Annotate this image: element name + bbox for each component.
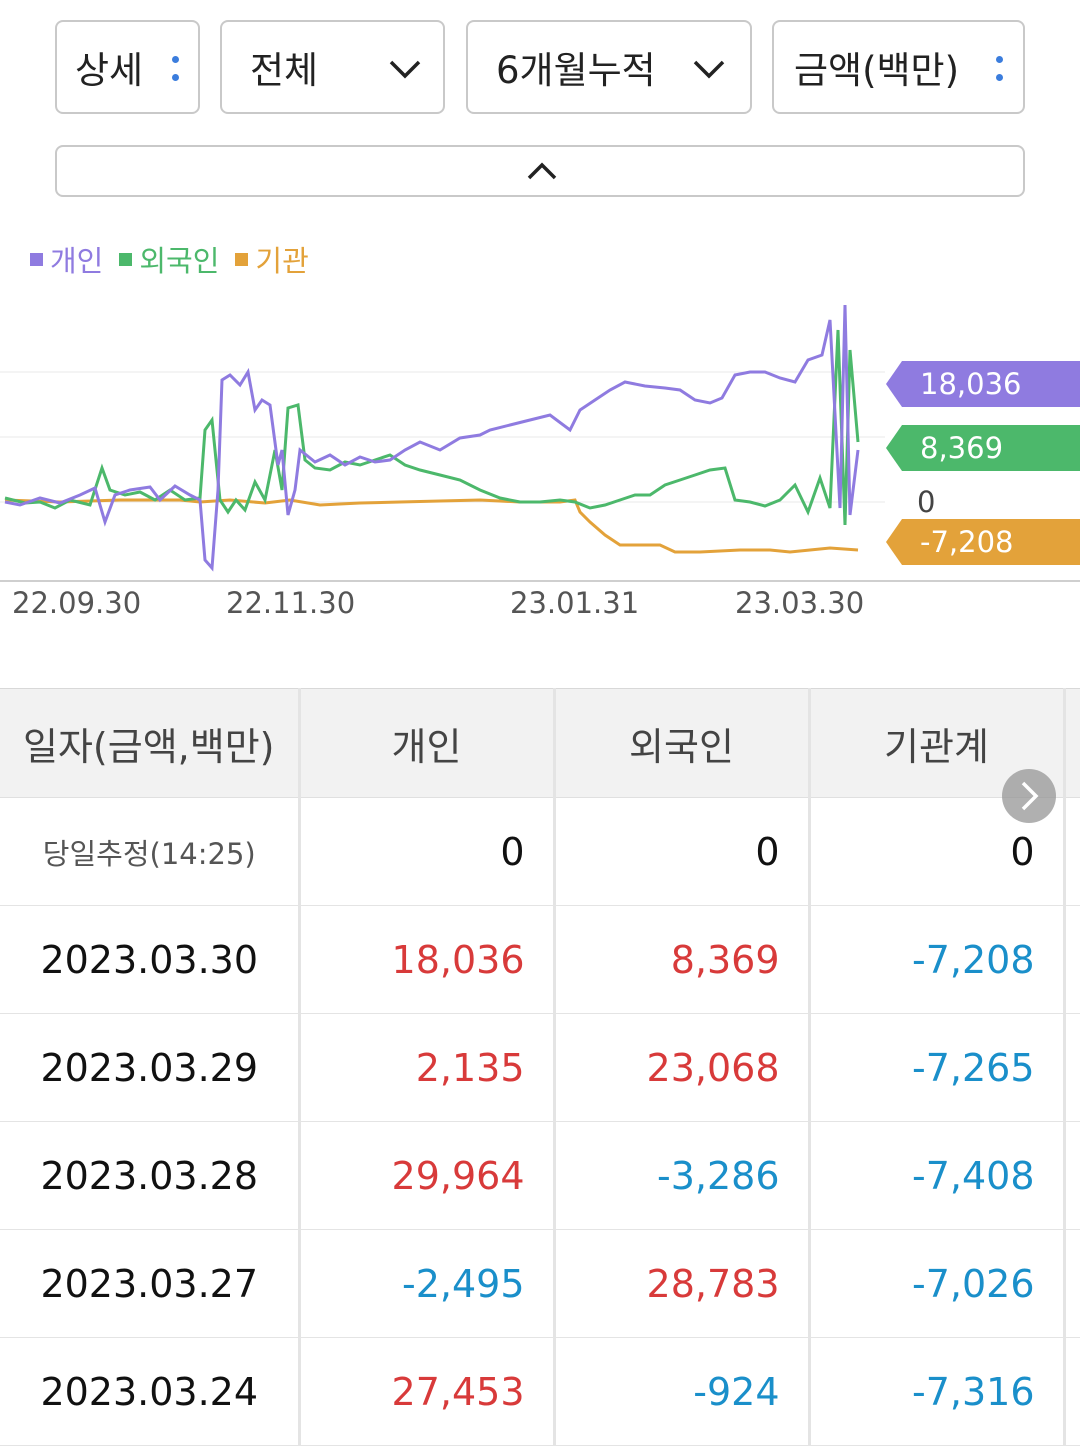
table-row: 2023.03.27 -2,495 28,783 -7,026 [0, 1229, 1080, 1338]
cell-individual: 27,453 [299, 1337, 556, 1446]
period-label: 6개월누적 [496, 49, 656, 92]
scroll-right-button[interactable] [1002, 769, 1056, 823]
more-options-icon [172, 56, 180, 92]
legend-swatch [235, 252, 249, 266]
row-date: 당일추정(14:25) [0, 797, 301, 906]
unit-label: 금액(백만) [794, 49, 960, 92]
cell-individual: 0 [299, 797, 556, 906]
series-line-institution [4, 498, 859, 554]
series-line-individual [4, 304, 860, 572]
legend-item-institution: 기관 [235, 238, 309, 280]
row-date: 2023.03.28 [0, 1121, 301, 1230]
cell-individual: 2,135 [299, 1013, 556, 1122]
cell-institution: -7,026 [809, 1229, 1066, 1338]
cell-institution: -7,316 [809, 1337, 1066, 1446]
row-date: 2023.03.27 [0, 1229, 301, 1338]
investor-trend-table: 일자(금액,백만) 개인 외국인 기관계 당일추정(14:25) 0 0 0 2… [0, 688, 1080, 1446]
column-header-individual: 개인 [299, 688, 556, 798]
legend-swatch [119, 252, 133, 266]
cell-institution: -7,265 [809, 1013, 1066, 1122]
last-value-tag-foreign: 8,369 [886, 425, 1080, 471]
period-select[interactable]: 6개월누적 [466, 20, 752, 114]
chevron-down-icon [389, 60, 421, 79]
legend-swatch [30, 252, 43, 266]
last-value-tag-institution: -7,208 [886, 519, 1080, 565]
table-row: 2023.03.24 27,453 -924 -7,316 [0, 1337, 1080, 1446]
row-date: 2023.03.24 [0, 1337, 301, 1446]
cell-overflow [1064, 797, 1080, 906]
legend-label: 개인 [50, 244, 104, 278]
legend-label: 기관 [255, 244, 309, 278]
last-value-tag-individual: 18,036 [886, 361, 1080, 407]
cell-overflow [1064, 905, 1080, 1014]
cell-overflow [1064, 1013, 1080, 1122]
cell-overflow [1064, 1121, 1080, 1230]
x-tick-label: 22.09.30 [12, 586, 142, 620]
legend-item-individual: 개인 [30, 238, 103, 280]
series-line-foreign [4, 329, 860, 526]
cell-foreign: -924 [554, 1337, 811, 1446]
chevron-down-icon [693, 60, 725, 79]
cell-overflow [1064, 1337, 1080, 1446]
x-tick-label: 22.11.30 [226, 586, 356, 620]
chevron-right-icon [1021, 781, 1039, 811]
collapse-toggle-button[interactable] [55, 145, 1025, 197]
cell-foreign: -3,286 [554, 1121, 811, 1230]
cell-institution: -7,408 [809, 1121, 1066, 1230]
cell-overflow [1064, 1229, 1080, 1338]
row-date: 2023.03.30 [0, 905, 301, 1014]
column-header-foreign: 외국인 [554, 688, 811, 798]
column-header-date: 일자(금액,백만) [0, 688, 301, 798]
detail-button[interactable]: 상세 [55, 20, 200, 114]
table-row: 당일추정(14:25) 0 0 0 [0, 797, 1080, 906]
scope-label: 전체 [250, 49, 319, 92]
column-header-overflow [1064, 688, 1080, 798]
cell-foreign: 0 [554, 797, 811, 906]
cell-individual: 29,964 [299, 1121, 556, 1230]
table-row: 2023.03.28 29,964 -3,286 -7,408 [0, 1121, 1080, 1230]
cell-individual: -2,495 [299, 1229, 556, 1338]
legend-item-foreign: 외국인 [119, 238, 219, 280]
chevron-up-icon [527, 162, 557, 180]
table-row: 2023.03.30 18,036 8,369 -7,208 [0, 905, 1080, 1014]
scope-select[interactable]: 전체 [220, 20, 445, 114]
cell-individual: 18,036 [299, 905, 556, 1014]
cumulative-line-chart [0, 304, 1080, 582]
cell-foreign: 8,369 [554, 905, 811, 1014]
legend-label: 외국인 [139, 244, 220, 278]
x-tick-label: 23.01.31 [510, 586, 640, 620]
x-tick-label: 23.03.30 [735, 586, 865, 620]
table-header-row: 일자(금액,백만) 개인 외국인 기관계 [0, 688, 1080, 798]
detail-label: 상세 [75, 49, 144, 92]
row-date: 2023.03.29 [0, 1013, 301, 1122]
chart-legend: 개인 외국인 기관 [30, 238, 309, 280]
more-options-icon [996, 56, 1004, 92]
cell-foreign: 23,068 [554, 1013, 811, 1122]
unit-button[interactable]: 금액(백만) [772, 20, 1025, 114]
cell-institution: -7,208 [809, 905, 1066, 1014]
zero-axis-label: 0 [917, 485, 936, 519]
cell-foreign: 28,783 [554, 1229, 811, 1338]
table-row: 2023.03.29 2,135 23,068 -7,265 [0, 1013, 1080, 1122]
cell-institution: 0 [809, 797, 1066, 906]
